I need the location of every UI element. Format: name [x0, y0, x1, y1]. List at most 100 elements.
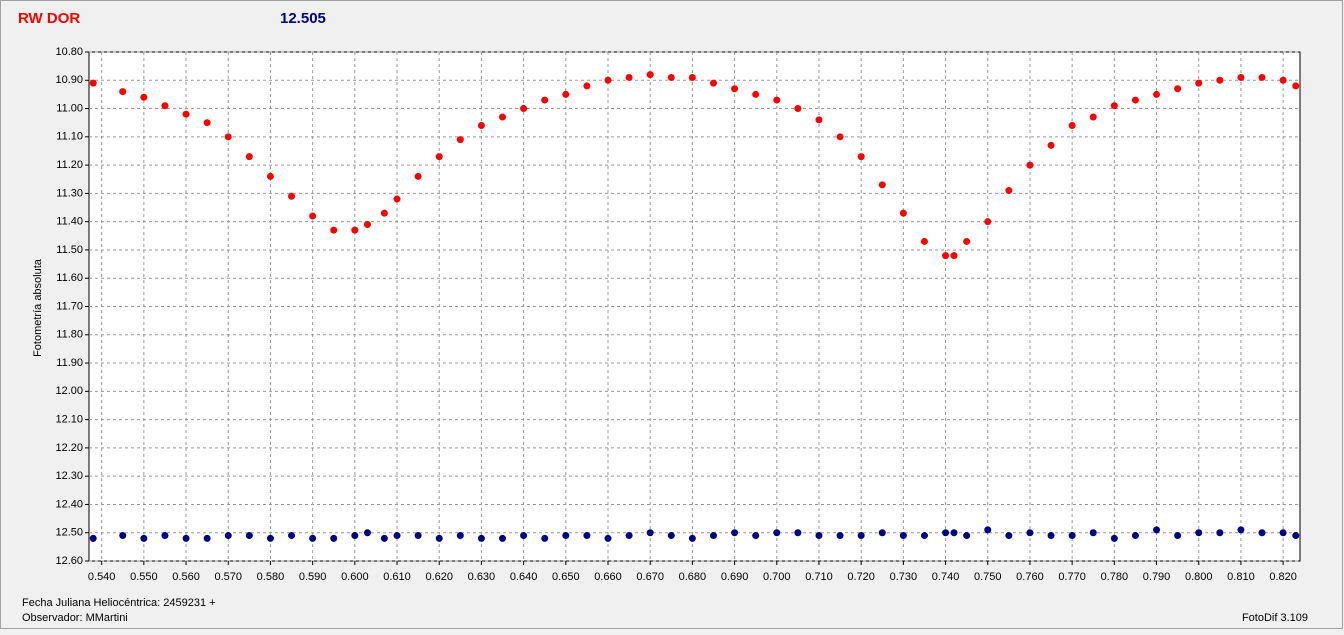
y-tick-label: 12.50	[55, 527, 83, 539]
data-point	[625, 73, 633, 81]
x-tick-label: 0.570	[214, 571, 242, 583]
data-point	[1279, 529, 1287, 537]
data-point	[709, 532, 717, 540]
y-tick-label: 11.80	[56, 329, 83, 341]
data-point	[1292, 82, 1300, 90]
y-tick-label: 12.10	[55, 414, 83, 426]
data-point	[224, 133, 232, 141]
data-point	[1131, 532, 1139, 540]
x-tick-label: 0.720	[847, 571, 875, 583]
y-axis-label: Fotometría absoluta	[32, 258, 44, 357]
data-point	[899, 209, 907, 217]
data-point	[414, 532, 422, 540]
data-point	[1005, 532, 1013, 540]
data-point	[266, 534, 274, 542]
data-point	[499, 534, 507, 542]
data-point	[857, 153, 865, 161]
data-point	[794, 529, 802, 537]
data-point	[1237, 73, 1245, 81]
data-point	[667, 532, 675, 540]
data-point	[815, 116, 823, 124]
data-point	[140, 93, 148, 101]
data-point	[393, 532, 401, 540]
data-point	[1153, 90, 1161, 98]
data-point	[1089, 113, 1097, 121]
data-point	[456, 532, 464, 540]
data-point	[1089, 529, 1097, 537]
y-tick-label: 10.90	[55, 74, 83, 86]
data-point	[836, 532, 844, 540]
data-point	[942, 529, 950, 537]
data-point	[414, 172, 422, 180]
data-point	[89, 79, 97, 87]
y-tick-label: 11.60	[56, 272, 83, 284]
data-point	[604, 534, 612, 542]
data-point	[1216, 76, 1224, 84]
data-point	[245, 153, 253, 161]
data-point	[752, 532, 760, 540]
data-point	[182, 110, 190, 118]
data-point	[878, 529, 886, 537]
data-point	[380, 209, 388, 217]
x-tick-label: 0.770	[1058, 571, 1086, 583]
data-point	[520, 105, 528, 113]
data-point	[1237, 526, 1245, 534]
x-tick-label: 0.580	[257, 571, 285, 583]
data-point	[288, 192, 296, 200]
footer-date: Fecha Juliana Heliocéntrica: 2459231 +	[22, 597, 216, 609]
data-point	[1110, 534, 1118, 542]
data-point	[477, 122, 485, 130]
data-point	[1068, 122, 1076, 130]
data-point	[625, 532, 633, 540]
x-tick-label: 0.660	[594, 571, 622, 583]
x-tick-label: 0.700	[763, 571, 791, 583]
data-point	[309, 534, 317, 542]
y-tick-label: 11.10	[56, 131, 83, 143]
data-point	[351, 532, 359, 540]
data-point	[815, 532, 823, 540]
x-tick-label: 0.550	[130, 571, 158, 583]
data-point	[140, 534, 148, 542]
x-tick-label: 0.780	[1101, 571, 1129, 583]
data-point	[89, 534, 97, 542]
x-tick-label: 0.760	[1016, 571, 1044, 583]
data-point	[351, 226, 359, 234]
x-tick-label: 0.740	[932, 571, 960, 583]
x-tick-label: 0.670	[636, 571, 664, 583]
data-point	[752, 90, 760, 98]
x-tick-label: 0.620	[425, 571, 453, 583]
y-tick-label: 12.40	[55, 498, 83, 510]
x-tick-label: 0.590	[299, 571, 327, 583]
x-tick-label: 0.820	[1269, 571, 1297, 583]
y-tick-label: 11.30	[56, 187, 83, 199]
x-tick-label: 0.690	[721, 571, 749, 583]
x-tick-label: 0.810	[1227, 571, 1255, 583]
data-point	[688, 534, 696, 542]
x-tick-label: 0.640	[510, 571, 538, 583]
data-point	[688, 73, 696, 81]
data-point	[1195, 529, 1203, 537]
data-point	[920, 237, 928, 245]
data-point	[794, 105, 802, 113]
x-tick-label: 0.800	[1185, 571, 1213, 583]
data-point	[435, 153, 443, 161]
data-point	[583, 532, 591, 540]
x-tick-label: 0.560	[172, 571, 200, 583]
data-point	[942, 252, 950, 260]
data-point	[731, 529, 739, 537]
x-tick-label: 0.650	[552, 571, 580, 583]
data-point	[646, 71, 654, 79]
x-tick-label: 0.600	[341, 571, 369, 583]
footer-observer: Observador: MMartini	[22, 612, 128, 624]
data-point	[1005, 187, 1013, 195]
data-point	[1174, 532, 1182, 540]
data-point	[456, 136, 464, 144]
y-tick-label: 11.20	[56, 159, 83, 171]
data-point	[773, 529, 781, 537]
data-point	[224, 532, 232, 540]
y-tick-label: 11.40	[56, 216, 83, 228]
data-point	[1131, 96, 1139, 104]
y-tick-label: 11.70	[56, 300, 83, 312]
data-point	[1068, 532, 1076, 540]
